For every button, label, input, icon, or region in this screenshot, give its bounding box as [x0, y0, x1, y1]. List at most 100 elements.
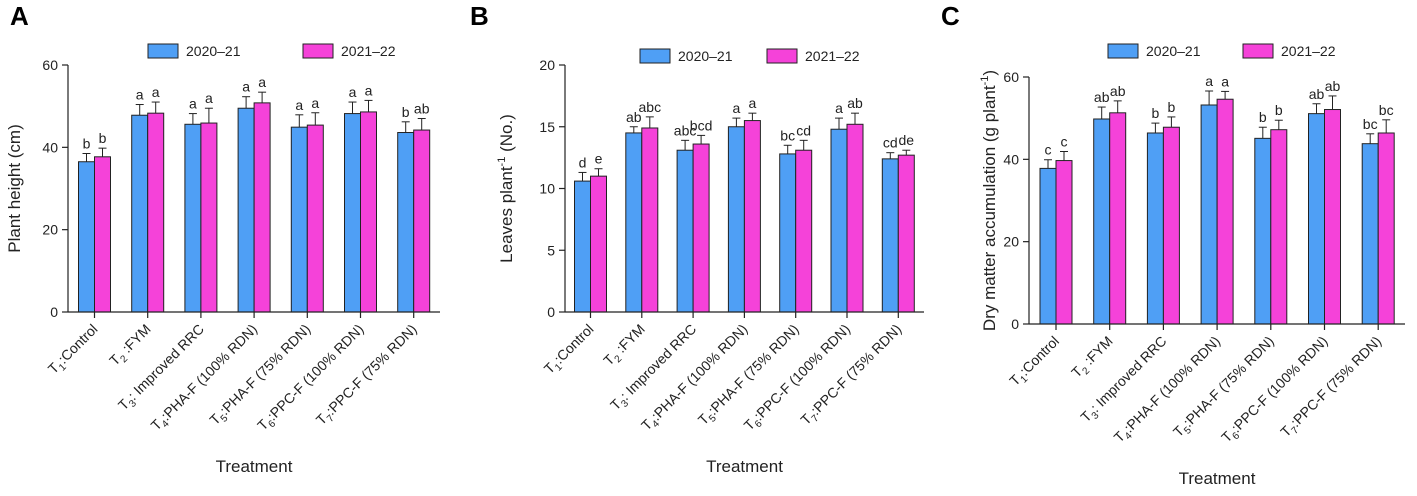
- legend-swatch-2: [1242, 43, 1274, 59]
- y-tick-label: 40: [1003, 151, 1019, 167]
- legend-label-2: 2021–22: [341, 43, 396, 59]
- significance-letter: a: [242, 79, 250, 95]
- bar-2021-22-t4: [253, 102, 271, 313]
- significance-letter: abc: [674, 122, 697, 138]
- bar-2020-21-t5: [290, 126, 308, 313]
- bar-2020-21-t7: [881, 158, 899, 313]
- bar-2021-22-t4: [1216, 98, 1234, 325]
- x-tick-label: T7:PPC-F (75% RDN): [797, 321, 907, 431]
- significance-letter: bc: [1379, 102, 1394, 118]
- bar-2020-21-t2: [131, 114, 149, 313]
- y-axis-title: Dry matter accumulation (g plant-1): [979, 70, 999, 331]
- significance-letter: b: [402, 104, 410, 120]
- bar-2021-22-t1: [1055, 160, 1073, 325]
- significance-letter: ab: [414, 101, 430, 117]
- bar-2021-22-t1: [590, 175, 607, 313]
- bar-2021-22-t7: [1377, 132, 1395, 325]
- significance-letter: a: [205, 90, 213, 106]
- significance-letter: a: [311, 95, 319, 111]
- x-tick-label: T7:PPC-F (75% RDN): [313, 321, 423, 431]
- significance-letter: a: [835, 100, 843, 116]
- legend-swatch-1: [639, 48, 671, 64]
- significance-letter: a: [749, 95, 757, 111]
- bar-2021-22-t5: [1270, 129, 1288, 325]
- bar-2021-22-t2: [641, 127, 659, 313]
- significance-letter: cd: [796, 122, 811, 138]
- y-axis-title: Leaves plant-1 (No.): [496, 114, 516, 263]
- significance-letter: d: [579, 154, 587, 170]
- legend-swatch-1: [1107, 43, 1139, 59]
- legend-label-1: 2020–21: [678, 48, 733, 64]
- x-axis-title: Treatment: [706, 457, 783, 476]
- y-tick-label: 60: [1003, 69, 1019, 85]
- significance-letter: b: [1275, 102, 1283, 118]
- y-tick-label: 60: [42, 57, 58, 73]
- bar-2021-22-t2: [147, 112, 165, 313]
- panel-letter: B: [470, 1, 489, 31]
- significance-letter: a: [189, 96, 197, 112]
- bar-2020-21-t2: [1093, 118, 1111, 325]
- bar-2021-22-t6: [360, 111, 377, 313]
- significance-letter: abc: [639, 99, 662, 115]
- significance-letter: ab: [1094, 89, 1110, 105]
- significance-letter: a: [1205, 73, 1213, 89]
- legend-label-2: 2021–22: [805, 48, 860, 64]
- significance-letter: a: [258, 74, 266, 90]
- significance-letter: b: [1259, 109, 1267, 125]
- bar-2020-21-t6: [1308, 113, 1325, 325]
- significance-letter: a: [365, 82, 373, 98]
- bar-2021-22-t4: [743, 120, 761, 313]
- x-tick-label: T2 :FYM: [106, 321, 157, 372]
- bar-2020-21-t5: [779, 153, 797, 313]
- significance-letter: c: [1061, 134, 1068, 150]
- bar-2021-22-t1: [94, 156, 111, 313]
- significance-letter: b: [1152, 105, 1160, 121]
- x-tick-label: T7:PPC-F (75% RDN): [1277, 333, 1387, 443]
- significance-letter: a: [349, 84, 357, 100]
- y-tick-label: 15: [539, 119, 555, 135]
- bar-2020-21-t4: [237, 107, 255, 313]
- bar-2020-21-t1: [1039, 167, 1057, 325]
- significance-letter: b: [99, 130, 107, 146]
- bar-2020-21-t6: [344, 113, 361, 313]
- bar-2020-21-t2: [625, 132, 643, 313]
- legend-swatch-1: [147, 43, 179, 59]
- bar-2020-21-t3: [676, 149, 694, 313]
- bar-2021-22-t3: [1162, 126, 1180, 325]
- bar-2020-21-t1: [78, 161, 95, 313]
- bar-2021-22-t7: [413, 129, 431, 313]
- bar-2021-22-t5: [306, 124, 324, 313]
- legend-label-2: 2021–22: [1281, 43, 1336, 59]
- bar-2020-21-t5: [1254, 137, 1272, 325]
- y-axis-title: Plant height (cm): [5, 124, 24, 253]
- significance-letter: a: [136, 87, 144, 103]
- significance-letter: a: [1221, 73, 1229, 89]
- y-tick-label: 5: [547, 242, 555, 258]
- legend-swatch-2: [302, 43, 334, 59]
- significance-letter: bc: [780, 127, 795, 143]
- significance-letter: ab: [1110, 83, 1126, 99]
- significance-letter: ab: [847, 95, 863, 111]
- y-tick-label: 0: [547, 304, 555, 320]
- legend-label-1: 2020–21: [186, 43, 241, 59]
- significance-letter: ab: [626, 109, 642, 125]
- y-tick-label: 20: [539, 57, 555, 73]
- significance-letter: b: [1168, 99, 1176, 115]
- significance-letter: c: [1045, 142, 1052, 158]
- bar-2021-22-t5: [795, 149, 813, 313]
- y-tick-label: 20: [1003, 234, 1019, 250]
- significance-letter: de: [899, 132, 915, 148]
- bar-2021-22-t6: [846, 123, 864, 313]
- x-axis-title: Treatment: [216, 457, 293, 476]
- legend-label-1: 2020–21: [1146, 43, 1201, 59]
- bar-2021-22-t3: [692, 143, 710, 313]
- significance-letter: cd: [883, 135, 898, 151]
- bar-2021-22-t3: [200, 122, 218, 313]
- bar-2020-21-t3: [1146, 132, 1164, 325]
- bar-2020-21-t6: [830, 128, 848, 313]
- y-tick-label: 0: [1011, 316, 1019, 332]
- legend-swatch-2: [766, 48, 798, 64]
